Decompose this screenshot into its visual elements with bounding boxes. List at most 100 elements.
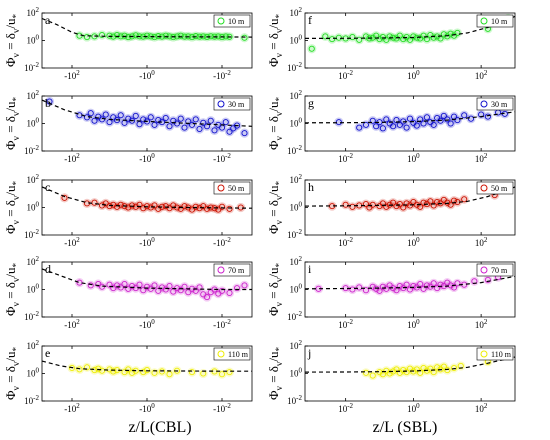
data-point [207,117,214,124]
marker-glow [131,30,141,40]
data-point [376,287,383,294]
marker-glow [213,120,223,130]
legend-box [476,263,514,277]
x-tick-label: 10-2 [338,402,353,414]
legend-marker [217,266,225,274]
marker-glow [432,31,442,41]
marker-glow [146,202,156,213]
data-point [166,283,173,290]
marker-glow [442,278,452,288]
marker-glow [172,31,182,41]
legend-label: 70 m [491,266,508,275]
marker-glow-g [334,107,510,133]
fit-curve [41,186,253,209]
data-point [383,36,390,43]
legend-label: 30 m [228,100,245,109]
data-point [121,203,128,210]
data-point [226,33,233,40]
marker-glow [429,33,439,43]
data-point [450,364,458,372]
marker-glow [412,120,422,131]
data-point [403,369,410,376]
marker-glow [138,367,148,377]
panel-letter: g [308,96,314,110]
data-point [132,112,139,119]
panel-letter: e [45,346,50,360]
data-point [430,121,437,128]
marker-glow [224,288,235,298]
data-point [188,369,196,376]
marker-glow [97,30,107,40]
marker-glow [425,282,435,292]
data-point [437,117,444,124]
marker-glow [449,112,459,122]
marker-glow [157,32,167,42]
marker-glow [123,364,133,374]
marker-glow [161,284,171,295]
data-point [349,286,356,293]
data-point [207,33,214,40]
marker-glow [395,368,405,378]
x-tick-label: 100 [407,152,420,164]
marker-glow [164,369,175,379]
data-points-f [308,15,512,52]
data-point [177,287,184,294]
data-point [185,118,192,125]
marker-glow [198,289,208,299]
marker-glow [442,31,452,41]
marker-glow [327,34,337,44]
marker-glow [405,200,415,211]
data-point [117,112,124,119]
marker-glow [236,202,246,213]
data-point [423,114,430,121]
data-point [218,203,226,210]
marker-glow [187,120,197,130]
x-tick-label: 102 [475,152,488,164]
data-point [413,122,420,129]
marker-glow [108,283,118,293]
data-point [98,31,106,39]
marker-glow [408,118,418,128]
data-point [454,29,461,36]
data-point [241,130,248,137]
marker-glow [149,32,160,42]
panel-c: 10-2 100 102 -102 -100 -10-2 c 50 m Φv = δv/u* [3,173,253,248]
legend-marker [217,184,225,192]
marker-glow [412,200,422,210]
panel-g: 10-2 100 102 10-2 100 102 g 30 m Φv = δv/u* [266,89,516,164]
marker-glow [82,198,92,208]
y-tick-label: 10-2 [287,310,302,322]
x-tick-label: -102 [64,402,80,414]
data-point [241,282,248,289]
marker-glow [452,28,463,38]
marker-glow [191,31,201,41]
y-tick-label: 100 [290,201,303,213]
data-point [444,116,451,123]
marker-glow [112,30,122,40]
data-point [434,285,441,292]
fit-curve [41,99,253,127]
marker-glow [469,276,479,286]
y-axis-label: Φv = δv/u* [3,180,21,234]
data-point [185,289,192,296]
marker-glow [206,116,216,126]
data-point [203,205,211,212]
marker-glow [157,282,167,293]
data-point [188,121,196,128]
legend-marker [217,350,225,358]
marker-glow [381,114,391,124]
x-tick-label: 100 [407,69,420,81]
panel-letter: i [308,262,312,276]
data-point [430,202,437,209]
marker-glow [101,198,111,208]
x-tick-label: -10-2 [213,69,231,81]
legend-label: 30 m [491,100,508,109]
marker-glow [119,31,130,41]
data-point [125,366,132,373]
marker-glow [412,364,422,374]
data-point [386,33,393,40]
y-axis-label: Φv = δv/u* [266,13,284,67]
marker-glow [429,200,439,211]
data-point [61,194,68,201]
data-point [417,116,424,123]
